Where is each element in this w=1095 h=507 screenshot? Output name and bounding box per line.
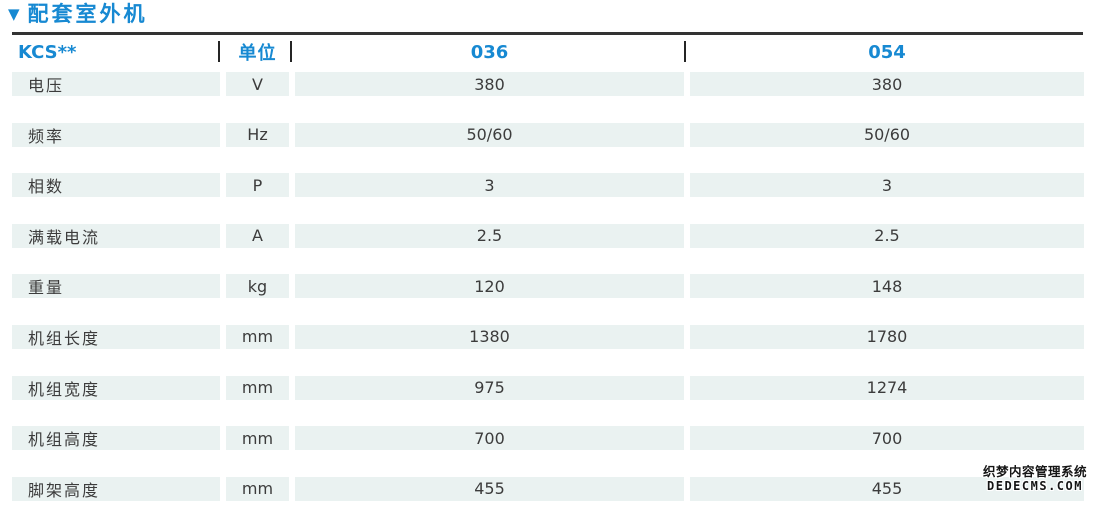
row-unit: mm	[226, 375, 289, 400]
watermark-line-url: DEDECMS.COM	[987, 479, 1083, 494]
table-header-row: KCS** 单位 036 054	[12, 40, 1084, 65]
header-model: KCS**	[18, 41, 77, 63]
row-unit: A	[226, 223, 289, 248]
row-value-054: 1780	[690, 324, 1084, 349]
header-separator	[684, 41, 686, 62]
row-value-036: 380	[295, 72, 684, 96]
row-value-036: 975	[295, 375, 684, 400]
row-unit: V	[226, 72, 289, 96]
section-title-text: 配套室外机	[27, 2, 148, 26]
row-value-054: 148	[690, 274, 1084, 299]
row-value-054: 455	[690, 476, 1084, 501]
table-row: 频率 Hz 50/60 50/60	[12, 122, 1084, 147]
row-value-054: 3	[690, 173, 1084, 198]
row-label: 相数	[12, 173, 220, 198]
table-row: 电压 V 380 380	[12, 72, 1084, 96]
row-label: 频率	[12, 122, 220, 147]
row-unit: mm	[226, 476, 289, 501]
row-value-054: 700	[690, 426, 1084, 451]
watermark-line-cn: 织梦内容管理系统	[982, 464, 1087, 479]
row-value-054: 2.5	[690, 223, 1084, 248]
row-unit: Hz	[226, 122, 289, 147]
table-row: 重量 kg 120 148	[12, 274, 1084, 299]
table-row: 满载电流 A 2.5 2.5	[12, 223, 1084, 248]
header-separator	[218, 41, 220, 62]
row-unit: mm	[226, 324, 289, 349]
table-row: 脚架高度 mm 455 455	[12, 476, 1084, 501]
header-column-054: 054	[868, 41, 906, 63]
row-label: 脚架高度	[12, 476, 220, 501]
row-label: 重量	[12, 274, 220, 299]
row-unit: kg	[226, 274, 289, 299]
row-label: 机组长度	[12, 324, 220, 349]
row-value-054: 1274	[690, 375, 1084, 400]
row-unit: mm	[226, 426, 289, 451]
table-row: 相数 P 3 3	[12, 173, 1084, 198]
table-row: 机组高度 mm 700 700	[12, 426, 1084, 451]
row-label: 机组宽度	[12, 375, 220, 400]
row-value-036: 3	[295, 173, 684, 198]
row-value-036: 1380	[295, 324, 684, 349]
row-value-036: 120	[295, 274, 684, 299]
triangle-down-icon: ▼	[8, 5, 20, 24]
header-column-036: 036	[470, 41, 509, 63]
table-row: 机组宽度 mm 975 1274	[12, 375, 1084, 400]
row-value-036: 2.5	[295, 223, 684, 248]
row-value-054: 50/60	[690, 122, 1084, 147]
table-rows: 电压 V 380 380 频率 Hz 50/60 50/60 相数 P 3 3 满载电流 A 2.5 2.5 重…	[12, 72, 1084, 507]
row-label: 机组高度	[12, 426, 220, 451]
row-unit: P	[226, 173, 289, 198]
row-value-036: 50/60	[295, 122, 684, 147]
cms-watermark: 织梦内容管理系统 DEDECMS.COM	[982, 464, 1088, 494]
header-unit: 单位	[238, 43, 277, 64]
table-top-rule	[12, 32, 1083, 35]
row-value-036: 455	[295, 476, 684, 501]
table-row: 机组长度 mm 1380 1780	[12, 324, 1084, 349]
row-value-054: 380	[690, 72, 1084, 96]
row-label: 电压	[12, 72, 220, 96]
row-label: 满载电流	[12, 223, 220, 248]
section-title: ▼ 配套室外机	[8, 2, 148, 27]
row-value-036: 700	[295, 426, 684, 451]
header-separator	[290, 41, 292, 62]
